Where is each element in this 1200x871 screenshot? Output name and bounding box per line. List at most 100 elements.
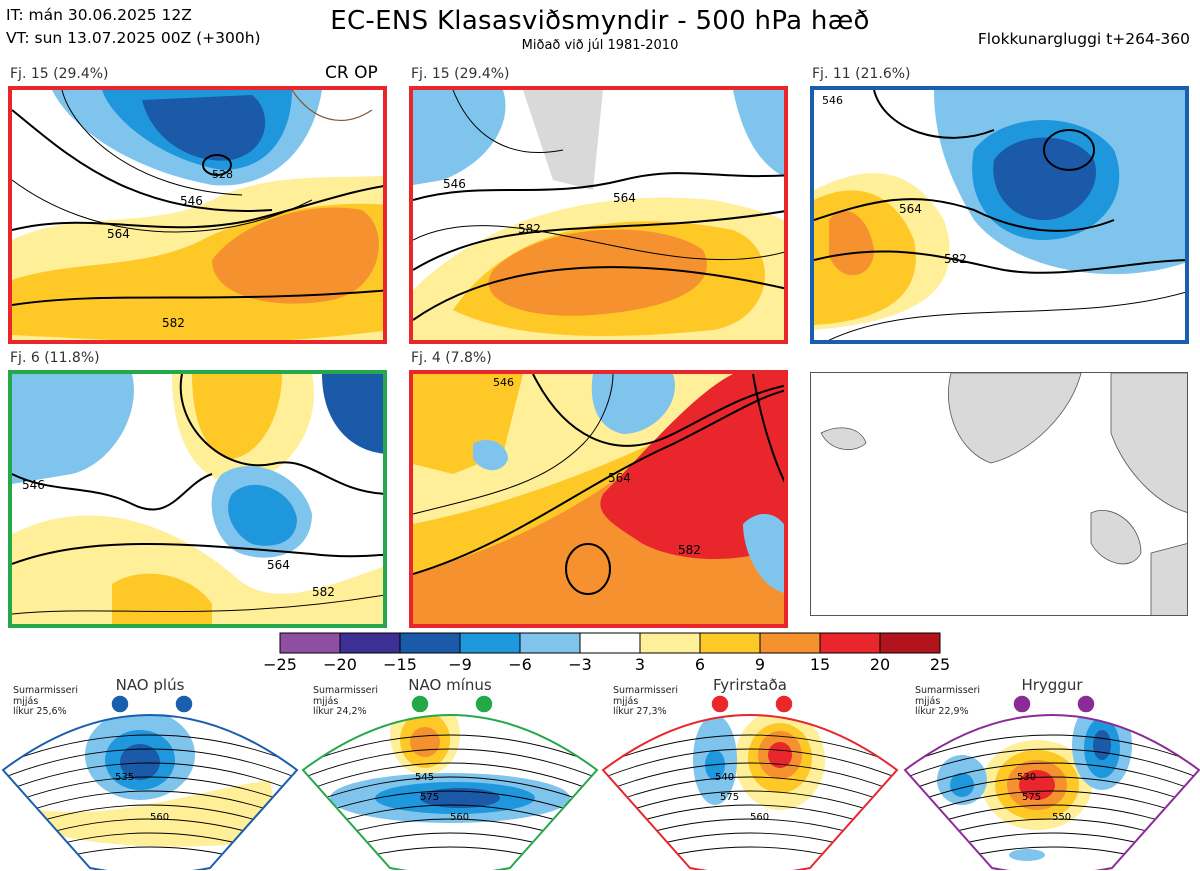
regime-info: Sumarmisseri mjjás líkur 25,6% <box>13 685 79 718</box>
land-outline <box>820 373 1187 615</box>
regime-marker-icon <box>710 694 730 714</box>
colorbar-swatch <box>639 632 701 654</box>
regime-map: 535 560 <box>1 694 299 870</box>
cluster-1-contour-b: 564 <box>107 227 130 241</box>
reference-map <box>810 372 1188 616</box>
colorbar-swatch <box>759 632 821 654</box>
colorbar-swatch <box>579 632 641 654</box>
cluster-1-label: Fj. 15 (29.4%) <box>10 66 109 82</box>
initial-time: IT: mán 30.06.2025 12Z <box>6 6 192 24</box>
regime-mean: mjjás <box>313 695 339 707</box>
regime-info: Sumarmisseri mjjás líkur 24,2% <box>313 685 379 718</box>
regime-marker-icon <box>1076 694 1096 714</box>
cluster-5-contour-b: 582 <box>678 543 701 557</box>
cluster-1-field: 546 564 582 528 <box>12 90 383 340</box>
cluster-2-contour-a: 546 <box>443 177 466 191</box>
colorbar-swatch <box>699 632 761 654</box>
regime-marker-icon <box>1012 694 1032 714</box>
regime-name: Fyrirstaða <box>713 676 787 694</box>
colorbar-swatch <box>339 632 401 654</box>
regime-mean: mjjás <box>13 695 39 707</box>
colorbar <box>279 632 941 654</box>
regime-contour-label: 535 <box>115 772 134 783</box>
regime-contour-label: 540 <box>715 772 734 783</box>
regime-map: 545 560 575 <box>301 694 599 870</box>
colorbar-tick-label: 3 <box>634 655 646 674</box>
regime-season: Sumarmisseri <box>613 685 679 696</box>
cluster-1-contour-d: 528 <box>212 168 233 181</box>
colorbar-tick-label: 20 <box>869 655 891 674</box>
colorbar-tick-label: 15 <box>809 655 831 674</box>
valid-time: VT: sun 13.07.2025 00Z (+300h) <box>6 29 261 47</box>
cluster-map-2: 546 564 582 <box>409 86 788 344</box>
regime-season: Sumarmisseri <box>13 685 79 696</box>
regime-contour-label: 560 <box>450 812 469 823</box>
cluster-4-contour-a: 546 <box>22 478 45 492</box>
regime-contour-label: 575 <box>420 792 439 803</box>
regime-info: Sumarmisseri mjjás líkur 22,9% <box>915 685 981 718</box>
cluster-4-contour-c: 582 <box>312 585 335 599</box>
cluster-4-contour-b: 564 <box>267 558 290 572</box>
cluster-2-contour-c: 582 <box>518 222 541 236</box>
cluster-map-1: 546 564 582 528 <box>8 86 387 344</box>
colorbar-swatch <box>519 632 581 654</box>
cluster-5-contour-a: 564 <box>608 471 631 485</box>
regime-prob: líkur 24,2% <box>313 706 367 717</box>
regime-name: NAO mínus <box>408 676 492 694</box>
colorbar-tick-label: 6 <box>694 655 706 674</box>
cluster-3-label: Fj. 11 (21.6%) <box>812 66 911 82</box>
regime-name: Hryggur <box>1021 676 1083 694</box>
colorbar-swatch <box>459 632 521 654</box>
cluster-5-label: Fj. 4 (7.8%) <box>411 350 492 366</box>
regime-mean: mjjás <box>613 695 639 707</box>
regime-contour-label: 575 <box>720 792 739 803</box>
regime-marker-icon <box>774 694 794 714</box>
colorbar-tick-label: −6 <box>508 655 532 674</box>
regime-info: Sumarmisseri mjjás líkur 27,3% <box>613 685 679 718</box>
regime-name: NAO plús <box>115 676 185 694</box>
regime-contour-label: 575 <box>1022 792 1041 803</box>
colorbar-tick-label: −9 <box>448 655 472 674</box>
cluster-3-contour-a: 564 <box>899 202 922 216</box>
colorbar-swatch <box>399 632 461 654</box>
cluster-3-field: 564 582 546 <box>814 90 1185 340</box>
cluster-5-contour-c: 546 <box>493 376 514 389</box>
regime-season: Sumarmisseri <box>915 685 981 696</box>
clustering-window: Flokkunargluggi t+264-360 <box>977 30 1190 48</box>
regime-contour-label: 530 <box>1017 772 1036 783</box>
cluster-3-contour-b: 582 <box>944 252 967 266</box>
colorbar-swatch <box>279 632 341 654</box>
regime-map: 530 550 575 <box>903 694 1200 870</box>
cluster-2-label: Fj. 15 (29.4%) <box>411 66 510 82</box>
regime-map: 540 560 575 <box>601 694 899 870</box>
cr-op-label: CR OP <box>325 63 378 83</box>
cluster-5-field: 564 582 546 <box>413 374 784 624</box>
page-title: EC-ENS Klasasviðsmyndir - 500 hPa hæð <box>330 6 870 36</box>
cluster-4-field: 546 564 582 <box>12 374 383 624</box>
regime-mean: mjjás <box>915 695 941 707</box>
colorbar-tick-label: −15 <box>383 655 417 674</box>
cluster-2-contour-b: 564 <box>613 191 636 205</box>
regime-marker-icon <box>410 694 430 714</box>
regime-contour-label: 560 <box>150 812 169 823</box>
regime-prob: líkur 22,9% <box>915 706 969 717</box>
cluster-1-contour-a: 546 <box>180 194 203 208</box>
regime-marker-icon <box>110 694 130 714</box>
header-info: IT: mán 30.06.2025 12Z VT: sun 13.07.202… <box>6 4 261 50</box>
cluster-2-field: 546 564 582 <box>413 90 784 340</box>
cluster-map-4: 546 564 582 <box>8 370 387 628</box>
regime-season: Sumarmisseri <box>313 685 379 696</box>
regime-contour-label: 545 <box>415 772 434 783</box>
colorbar-tick-label: −20 <box>323 655 357 674</box>
page-subtitle: Miðað við júl 1981-2010 <box>521 38 679 53</box>
colorbar-tick-label: −3 <box>568 655 592 674</box>
colorbar-tick-label: −25 <box>263 655 297 674</box>
colorbar-tick-label: 9 <box>754 655 766 674</box>
cluster-3-contour-c: 546 <box>822 94 843 107</box>
regime-marker-icon <box>174 694 194 714</box>
cluster-map-3: 564 582 546 <box>810 86 1189 344</box>
regime-contour-label: 550 <box>1052 812 1071 823</box>
regime-prob: líkur 25,6% <box>13 706 67 717</box>
cluster-map-5: 564 582 546 <box>409 370 788 628</box>
regime-marker-icon <box>474 694 494 714</box>
